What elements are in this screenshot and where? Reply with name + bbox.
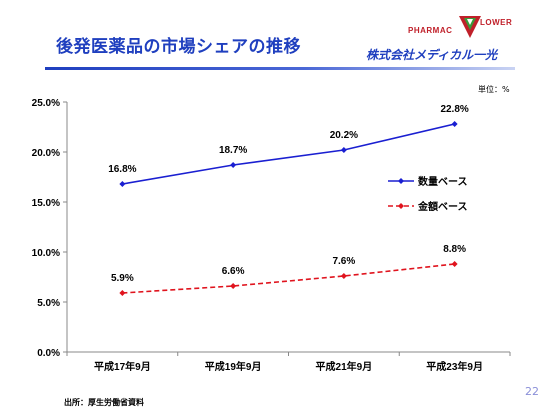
data-point: [451, 261, 458, 267]
y-tick-label: 5.0%: [37, 298, 60, 309]
logo-word-right: LOWER: [480, 18, 513, 27]
data-label: 16.8%: [108, 164, 136, 175]
logo-word-left: PHARMAC: [408, 26, 453, 35]
series-line: [122, 263, 455, 294]
unit-label: 単位：%: [478, 85, 510, 94]
y-tick-label: 20.0%: [32, 148, 60, 159]
series-1: 16.8% 18.7% 20.2% 22.8%: [108, 104, 469, 187]
data-point: [230, 162, 237, 168]
legend-item-2: 金額ベース: [388, 200, 468, 213]
y-tick-label: 15.0%: [32, 198, 60, 209]
legend-marker: [398, 203, 404, 209]
data-label: 8.8%: [443, 244, 466, 255]
page-number: 22: [525, 385, 539, 398]
data-point: [119, 181, 126, 187]
data-label: 18.7%: [219, 145, 247, 156]
x-tick-label: 平成17年9月: [94, 360, 151, 373]
data-point: [340, 273, 347, 279]
data-point: [230, 283, 237, 289]
source-note: 出所：厚生労働省資料: [64, 398, 144, 407]
flower-icon: [459, 16, 481, 38]
data-label: 6.6%: [222, 266, 245, 277]
data-point: [119, 290, 126, 296]
data-point: [340, 147, 347, 153]
title-underline: [45, 67, 515, 70]
series-line: [122, 123, 455, 185]
data-label: 22.8%: [440, 104, 468, 115]
company-logo: PHARMAC LOWER 株式会社メディカル一光: [360, 8, 550, 68]
x-tick-label: 平成19年9月: [205, 360, 262, 373]
y-tick-label: 25.0%: [32, 98, 60, 109]
legend-marker: [398, 178, 404, 184]
x-tick-label: 平成21年9月: [316, 360, 373, 373]
series-2: 5.9% 6.6% 7.6% 8.8%: [111, 244, 466, 296]
x-tick-label: 平成23年9月: [426, 360, 483, 373]
slide-title: 後発医薬品の市場シェアの推移: [56, 37, 301, 57]
data-label: 7.6%: [332, 256, 355, 267]
data-point: [451, 121, 458, 127]
y-tick-label: 0.0%: [37, 348, 60, 359]
y-tick-label: 10.0%: [32, 248, 60, 259]
company-name: 株式会社メディカル一光: [366, 48, 498, 62]
data-label: 5.9%: [111, 273, 134, 284]
legend-label: 数量ベース: [418, 175, 468, 188]
data-label: 20.2%: [330, 130, 358, 141]
legend-label: 金額ベース: [417, 200, 468, 213]
legend-item-1: 数量ベース: [388, 175, 468, 188]
